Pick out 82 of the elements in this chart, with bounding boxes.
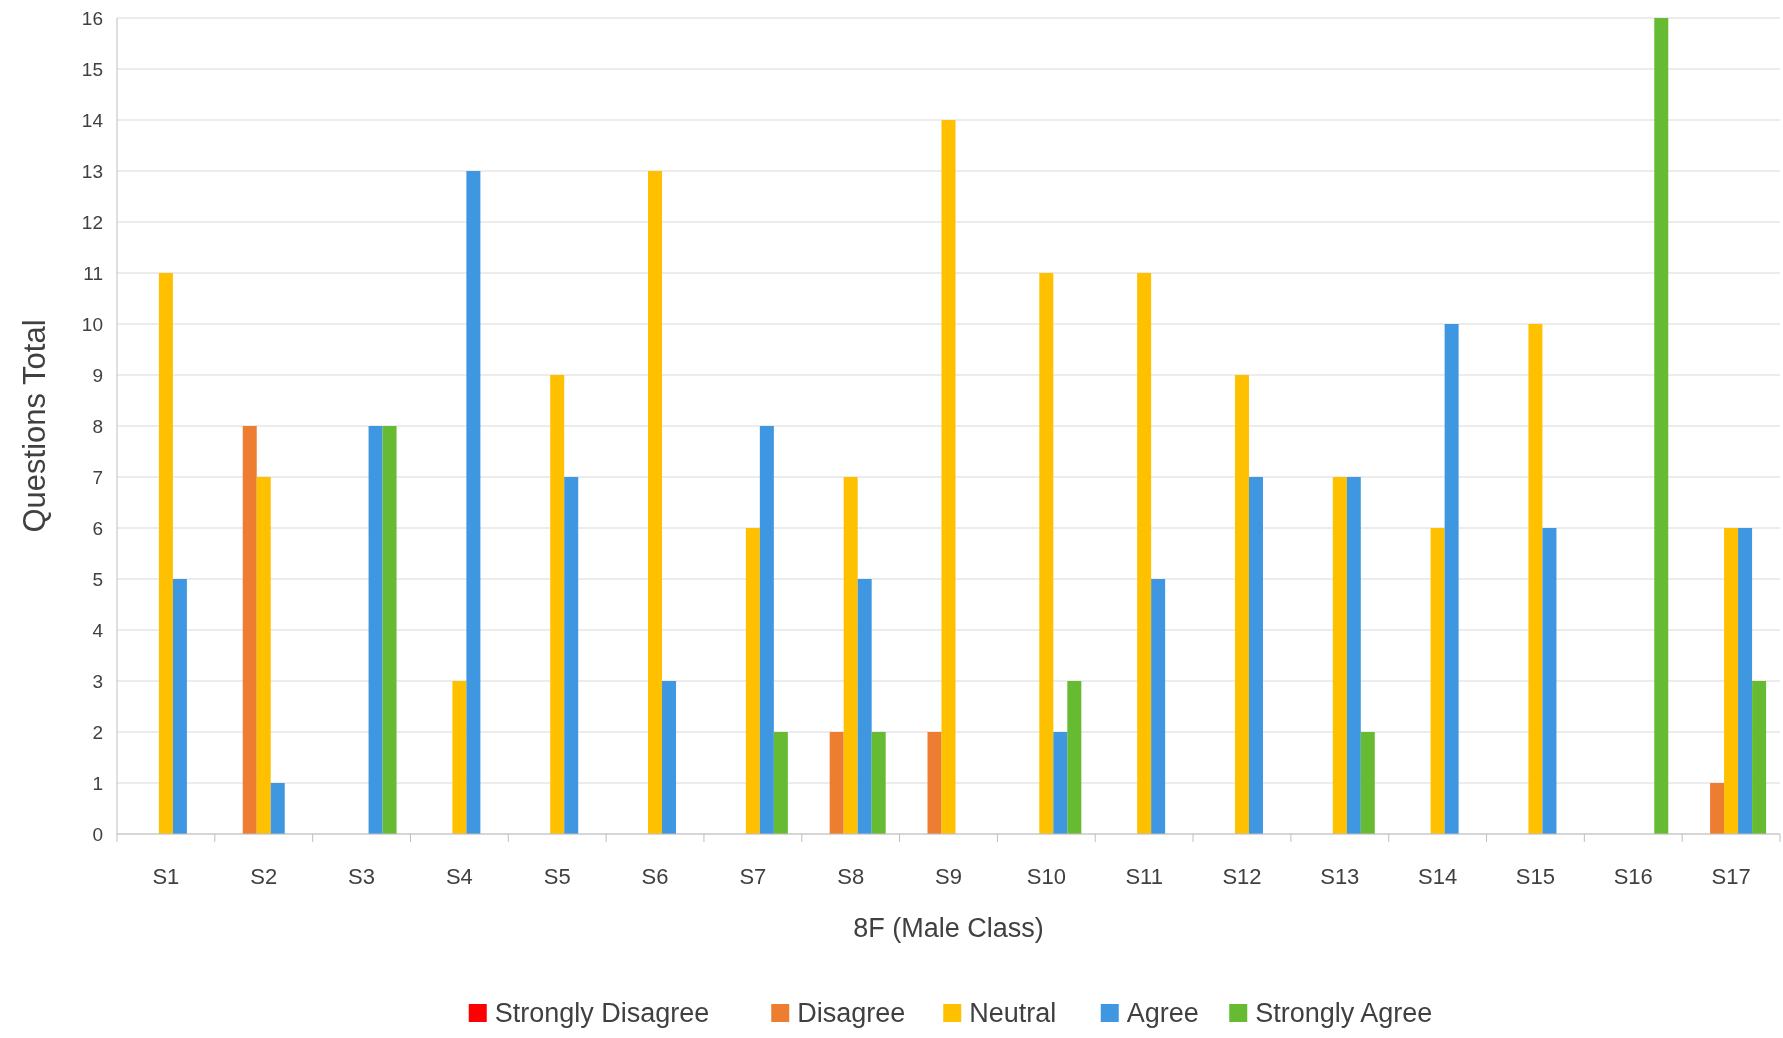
bar [1738, 528, 1753, 834]
y-tick-label: 13 [81, 160, 103, 182]
bar [1053, 732, 1068, 834]
bar [871, 732, 886, 834]
bar [648, 171, 663, 834]
y-tick-label: 11 [83, 262, 103, 284]
x-tick-label: S6 [641, 863, 669, 889]
x-tick-label: S4 [445, 863, 473, 889]
y-tick-label: 6 [92, 517, 103, 539]
legend-label: Neutral [969, 998, 1057, 1029]
bar [857, 579, 872, 834]
bar [242, 426, 257, 834]
bar [550, 375, 565, 834]
y-tick-label: 10 [81, 313, 103, 335]
x-axis-title: 8F (Male Class) [853, 913, 1044, 944]
bar [466, 171, 481, 834]
bar [773, 732, 788, 834]
x-tick-label: S15 [1515, 863, 1556, 889]
bar [270, 783, 285, 834]
x-tick-label: S3 [348, 863, 376, 889]
bar [256, 477, 271, 834]
y-tick-label: 1 [92, 772, 103, 794]
bar [745, 528, 760, 834]
x-tick-label: S11 [1125, 863, 1163, 889]
legend-label: Strongly Agree [1255, 998, 1433, 1029]
bar [1039, 273, 1054, 834]
x-tick-label: S1 [152, 863, 180, 889]
bar [1752, 681, 1767, 834]
x-tick-label: S7 [739, 863, 767, 889]
bar [452, 681, 467, 834]
bar [1248, 477, 1263, 834]
bar [829, 732, 844, 834]
y-axis-title: Questions Total [16, 319, 52, 533]
bar [382, 426, 397, 834]
x-tick-label: S9 [935, 863, 962, 889]
bar [1430, 528, 1445, 834]
bar [564, 477, 579, 834]
y-tick-label: 5 [92, 568, 103, 590]
y-tick-label: 16 [81, 7, 103, 29]
x-tick-label: S12 [1222, 863, 1262, 889]
bar [1346, 477, 1361, 834]
y-tick-label: 3 [92, 670, 103, 692]
x-tick-label: S16 [1613, 863, 1653, 889]
legend-label: Agree [1126, 998, 1199, 1029]
bar [1360, 732, 1375, 834]
y-tick-label: 7 [92, 466, 103, 488]
bar [1151, 579, 1166, 834]
bar [368, 426, 383, 834]
y-tick-label: 14 [81, 109, 104, 131]
bar [843, 477, 858, 834]
y-tick-label: 2 [92, 721, 103, 743]
bar [941, 120, 956, 834]
bar [1234, 375, 1249, 834]
y-tick-label: 4 [92, 619, 104, 641]
x-tick-label: S8 [837, 863, 865, 889]
bar [1444, 324, 1459, 834]
bar [1332, 477, 1347, 834]
bar [1067, 681, 1082, 834]
bar [1528, 324, 1543, 834]
y-tick-label: 0 [92, 823, 103, 845]
y-tick-label: 12 [81, 211, 103, 233]
bar [1724, 528, 1739, 834]
bar [1654, 18, 1669, 834]
bar [1710, 783, 1725, 834]
x-tick-label: S14 [1418, 863, 1458, 889]
bar [662, 681, 677, 834]
bar [1137, 273, 1152, 834]
x-tick-label: S13 [1320, 863, 1360, 889]
y-tick-label: 8 [92, 415, 103, 437]
bar [927, 732, 942, 834]
x-tick-label: S17 [1711, 863, 1751, 889]
legend-label: Strongly Disagree [494, 998, 710, 1029]
bar [759, 426, 774, 834]
legend-label: Disagree [797, 998, 906, 1029]
x-tick-label: S10 [1026, 863, 1066, 889]
bar [172, 579, 187, 834]
y-tick-label: 15 [81, 58, 103, 80]
x-tick-label: S2 [250, 863, 278, 889]
bar [158, 273, 173, 834]
x-tick-label: S5 [543, 863, 571, 889]
bar [1542, 528, 1557, 834]
y-tick-label: 9 [92, 364, 103, 386]
